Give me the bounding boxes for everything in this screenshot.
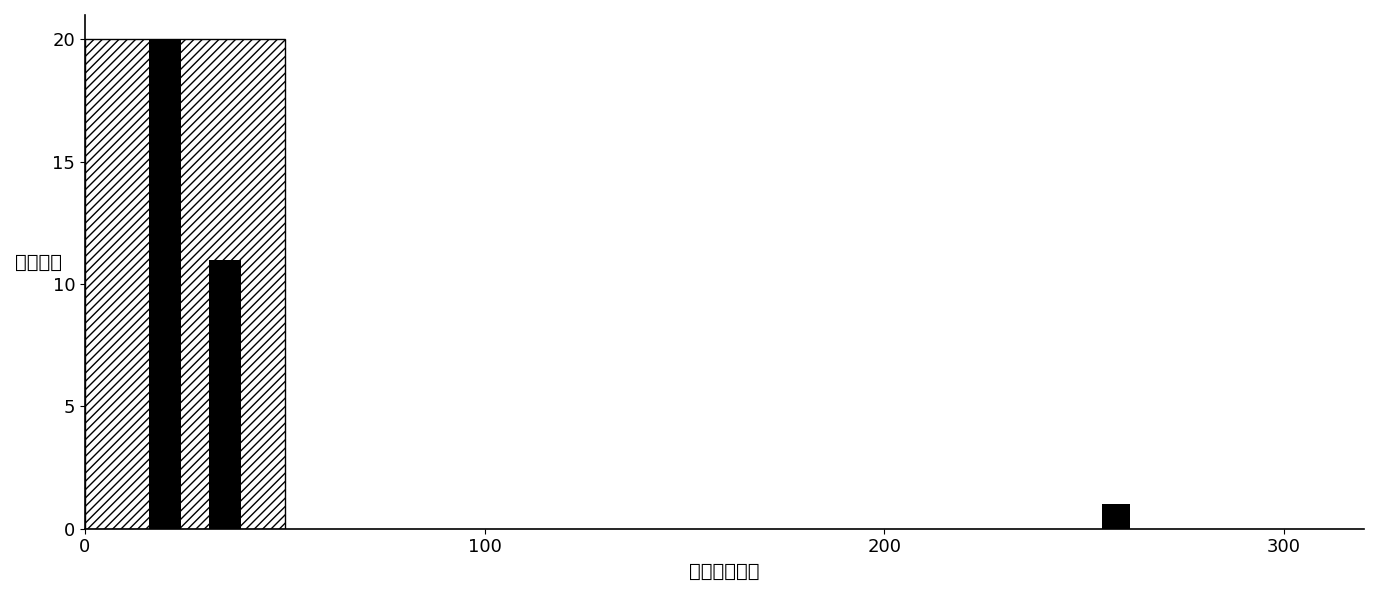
Bar [208,260,241,529]
Bar [149,39,181,529]
X-axis label: 可信度匹配値: 可信度匹配値 [690,562,760,581]
Bar [85,39,285,529]
Y-axis label: 袭击次数: 袭击次数 [15,253,62,272]
Bar [1102,504,1131,529]
